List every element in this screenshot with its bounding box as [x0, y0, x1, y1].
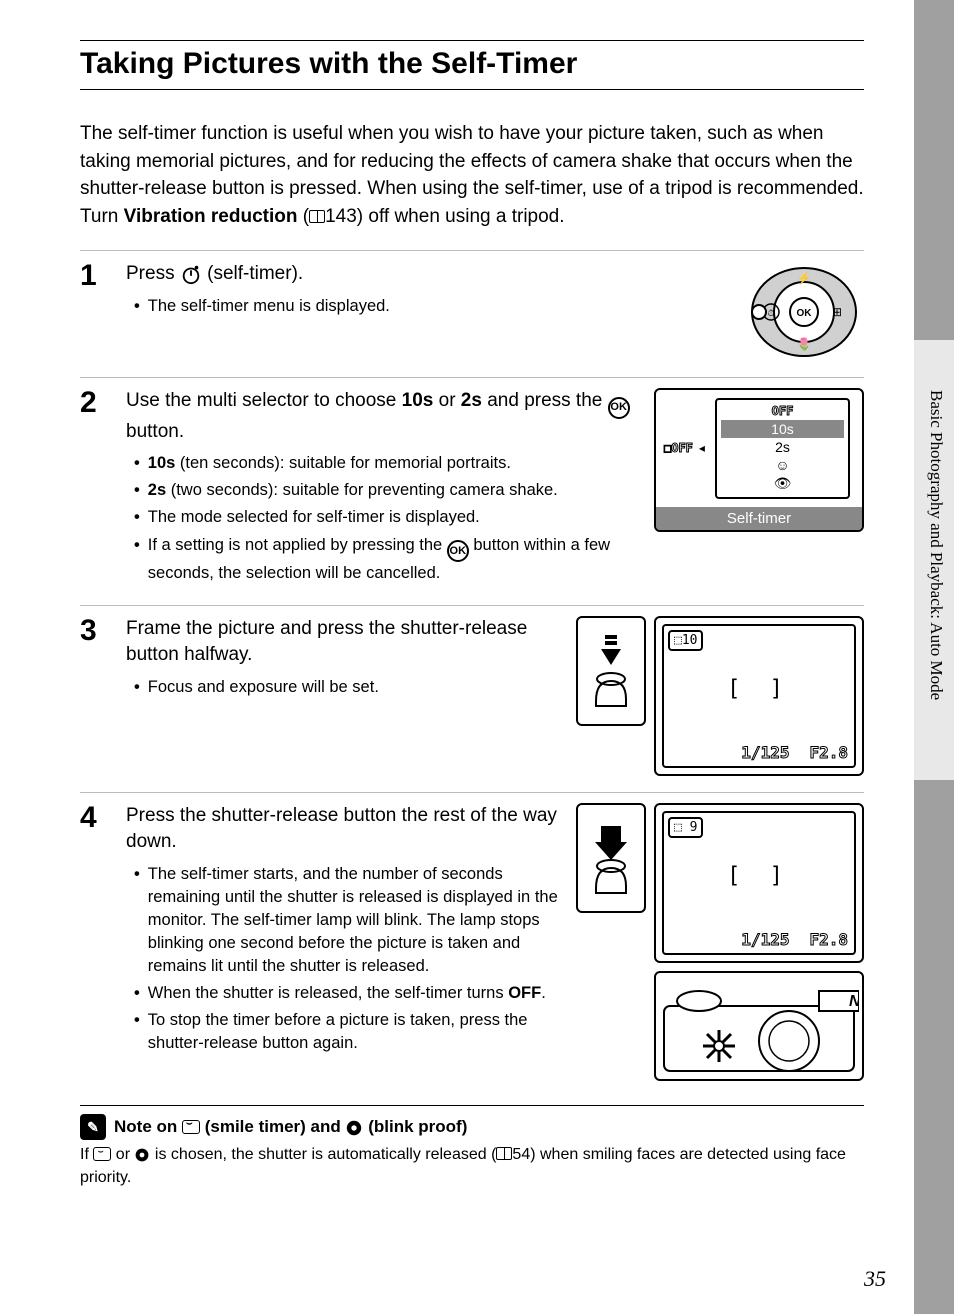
full-press-icon [576, 803, 646, 913]
step-heading: Press (self-timer). [126, 261, 726, 287]
bullet: The self-timer starts, and the number of… [134, 863, 558, 978]
multi-selector-diagram: OK ⚡ 🌷 ⊞ ⏱ [744, 261, 864, 361]
page-title: Taking Pictures with the Self-Timer [80, 47, 864, 81]
lcd-screen: ⬚10 [ ] 1/125 F2.8 [654, 616, 864, 776]
svg-text:⏱: ⏱ [767, 308, 774, 318]
note-heading: ✎ Note on (smile timer) and (blink proof… [80, 1114, 864, 1140]
bullet: Focus and exposure will be set. [134, 676, 558, 699]
step-heading: Press the shutter-release button the res… [126, 803, 558, 854]
ok-button-icon: OK [608, 397, 630, 419]
step-number: 2 [80, 388, 108, 589]
bullet: 10s (ten seconds): suitable for memorial… [134, 452, 636, 475]
bullet: The mode selected for self-timer is disp… [134, 506, 636, 529]
book-icon [309, 210, 325, 223]
intro-paragraph: The self-timer function is useful when y… [80, 120, 864, 230]
step-heading: Use the multi selector to choose 10s or … [126, 388, 636, 444]
svg-text:⊞: ⊞ [832, 305, 842, 319]
step-number: 1 [80, 261, 108, 361]
step-number: 4 [80, 803, 108, 1081]
lcd-screen: ⬚ 9 [ ] 1/125 F2.8 [654, 803, 864, 963]
step-heading: Frame the picture and press the shutter-… [126, 616, 558, 667]
half-press-icon [576, 616, 646, 726]
page-number: 35 [864, 1266, 886, 1292]
svg-text:Ni: Ni [849, 993, 859, 1010]
step-3: 3 Frame the picture and press the shutte… [80, 605, 864, 792]
manual-page: Taking Pictures with the Self-Timer The … [0, 0, 914, 1314]
note-icon: ✎ [80, 1114, 106, 1140]
step-number: 3 [80, 616, 108, 776]
camera-lamp-diagram: Ni [654, 971, 864, 1081]
ok-button-icon: OK [447, 540, 469, 562]
bullet: If a setting is not applied by pressing … [134, 534, 636, 586]
svg-text:OK: OK [797, 308, 813, 319]
bullet: When the shutter is released, the self-t… [134, 982, 558, 1005]
step-4: 4 Press the shutter-release button the r… [80, 792, 864, 1097]
bullet: 2s (two seconds): suitable for preventin… [134, 479, 636, 502]
note-section: ✎ Note on (smile timer) and (blink proof… [80, 1105, 864, 1189]
timer-menu-screen: ⬚OFF ◂ OFF 10s 2s ☺ 👁 Self-timer [654, 388, 864, 531]
bullet: The self-timer menu is displayed. [134, 295, 726, 318]
note-body: If or is chosen, the shutter is automati… [80, 1144, 864, 1189]
book-icon [496, 1147, 512, 1160]
smile-timer-icon [182, 1120, 200, 1134]
svg-text:⚡: ⚡ [797, 271, 812, 285]
bullet: To stop the timer before a picture is ta… [134, 1009, 558, 1055]
step-2: 2 Use the multi selector to choose 10s o… [80, 377, 864, 605]
step-1: 1 Press (self-timer). The self-timer men… [80, 250, 864, 377]
svg-text:🌷: 🌷 [797, 337, 812, 351]
side-chapter-label: Basic Photography and Playback: Auto Mod… [926, 390, 946, 700]
smile-timer-icon [93, 1147, 111, 1161]
